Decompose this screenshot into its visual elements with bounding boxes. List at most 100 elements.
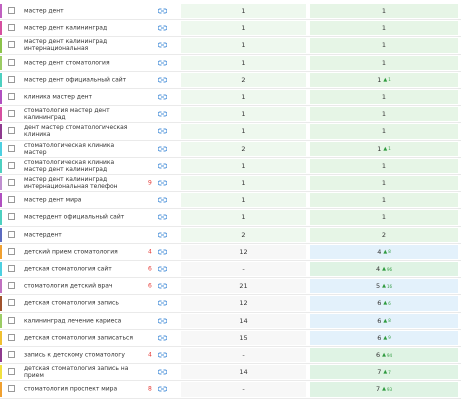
position-value: 1 (241, 161, 246, 170)
position-value: 21 (239, 282, 248, 291)
position-value: 1 (381, 7, 387, 16)
link-icon[interactable] (157, 179, 168, 189)
checkbox[interactable] (8, 333, 15, 341)
checkbox[interactable] (8, 7, 15, 15)
checkbox[interactable] (8, 58, 15, 66)
checkbox[interactable] (8, 316, 15, 324)
position-value: 1 (241, 58, 246, 67)
checkbox[interactable] (8, 282, 15, 290)
position-value: 2 (241, 75, 246, 84)
checkbox[interactable] (8, 93, 15, 101)
checkbox[interactable] (8, 247, 15, 255)
current-position: 1 (310, 55, 458, 70)
url-count[interactable]: 4 (148, 248, 152, 256)
group-color (0, 313, 2, 328)
current-position: 1 ▲ 1 (310, 72, 458, 87)
group-color (0, 244, 2, 259)
url-count[interactable]: 8 (148, 385, 152, 393)
group-color (0, 141, 2, 156)
url-count[interactable]: 4 (148, 351, 152, 359)
link-icon[interactable] (157, 145, 168, 155)
table-row: стоматология проспект мира 8 - 7 ▲ 93 (0, 381, 461, 399)
link-icon[interactable] (157, 59, 168, 69)
checkbox[interactable] (8, 127, 15, 135)
table-row: дент мастер стоматологическая клиника 1 1 (0, 123, 461, 141)
link-icon[interactable] (157, 213, 168, 223)
group-color (0, 55, 2, 70)
url-count[interactable]: 9 (148, 179, 152, 187)
position-value: 7 (375, 385, 381, 394)
position-value: 1 (381, 127, 387, 136)
position-value: 5 (375, 282, 381, 291)
up-arrow: ▲ (383, 334, 388, 341)
checkbox[interactable] (8, 368, 15, 376)
previous-position: 1 (181, 38, 306, 53)
current-position: 4 ▲ 8 (310, 244, 458, 259)
position-value: 12 (239, 299, 248, 308)
current-position: 1 (310, 158, 458, 173)
position-value: 12 (239, 247, 248, 256)
current-position: 1 (310, 210, 458, 225)
previous-position: 1 (181, 90, 306, 105)
checkbox[interactable] (8, 385, 15, 393)
previous-position: 12 (181, 296, 306, 311)
table-row: мастердент 2 2 (0, 227, 461, 244)
keyword: стоматологическая клиника мастер дент ка… (24, 158, 115, 173)
current-position: 6 ▲ 6 (310, 296, 458, 311)
checkbox[interactable] (8, 299, 15, 307)
current-position: 1 (310, 21, 458, 36)
position-value: 6 (377, 316, 382, 325)
table-row: калининград лечение кариеса 14 6 ▲ 8 (0, 313, 461, 330)
link-icon[interactable] (157, 162, 168, 172)
table-row: запись к детскому стоматологу 4 - 6 ▲ 94 (0, 347, 461, 365)
group-color (0, 210, 2, 225)
link-icon[interactable] (157, 231, 168, 241)
checkbox[interactable] (8, 230, 15, 238)
link-icon[interactable] (157, 7, 168, 17)
checkbox[interactable] (8, 196, 15, 204)
group-color (0, 330, 2, 345)
link-icon[interactable] (157, 299, 168, 309)
group-color (0, 107, 2, 122)
link-icon[interactable] (157, 24, 168, 34)
table-row: детская стоматология сайт 6 - 4 ▲ 96 (0, 261, 461, 279)
link-icon[interactable] (157, 334, 168, 344)
link-icon[interactable] (157, 196, 168, 206)
previous-position: 1 (181, 55, 306, 70)
position-value: 1 (381, 24, 387, 33)
checkbox[interactable] (8, 144, 15, 152)
table-row: мастердент официальный сайт 1 1 (0, 209, 461, 227)
link-icon[interactable] (157, 41, 168, 51)
link-icon[interactable] (157, 93, 168, 103)
checkbox[interactable] (8, 161, 15, 169)
position-change: 94 (386, 352, 393, 358)
link-icon[interactable] (157, 317, 168, 327)
link-icon[interactable] (157, 351, 168, 361)
checkbox[interactable] (8, 24, 15, 32)
link-icon[interactable] (157, 368, 168, 378)
checkbox[interactable] (8, 75, 15, 83)
checkbox[interactable] (8, 213, 15, 221)
link-icon[interactable] (157, 110, 168, 120)
keyword: стоматология проспект мира (24, 385, 118, 393)
link-icon[interactable] (157, 248, 168, 258)
url-count[interactable]: 6 (148, 282, 152, 290)
position-value: - (242, 385, 245, 394)
table-row: мастер дент калининград интернациональна… (0, 37, 461, 55)
checkbox[interactable] (8, 179, 15, 187)
link-icon[interactable] (157, 385, 168, 395)
url-count[interactable]: 6 (148, 265, 152, 273)
checkbox[interactable] (8, 41, 15, 49)
checkbox[interactable] (8, 265, 15, 273)
table-row: детская стоматология запись на прием 14 7 ▲… (0, 364, 461, 382)
link-icon[interactable] (157, 127, 168, 137)
position-value: 14 (239, 368, 248, 377)
checkbox[interactable] (8, 110, 15, 118)
link-icon[interactable] (157, 282, 168, 292)
link-icon[interactable] (157, 76, 168, 86)
link-icon[interactable] (157, 265, 168, 275)
checkbox[interactable] (8, 351, 15, 359)
position-value: 1 (377, 75, 382, 84)
group-color (0, 90, 2, 105)
